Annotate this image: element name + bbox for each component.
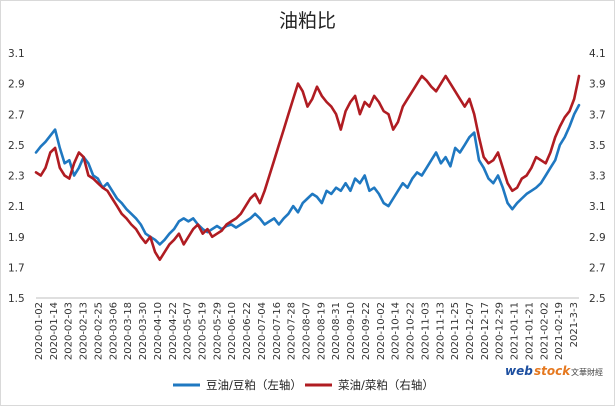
legend-label-1: 豆油/豆粕（左轴） <box>206 378 302 392</box>
y-right-tick-label: 3.3 <box>589 171 606 183</box>
x-tick-label: 2020-04-22 <box>168 302 179 360</box>
y-left-tick-label: 1.9 <box>8 232 25 244</box>
x-tick-label: 2020-01-02 <box>34 302 45 360</box>
y-left-tick-label: 2.7 <box>8 109 25 121</box>
x-tick-label: 2020-02-13 <box>79 302 90 360</box>
x-tick-label: 2020-05-29 <box>212 302 223 360</box>
y-left-tick-label: 2.5 <box>8 140 25 152</box>
x-tick-label: 2020-09-22 <box>361 302 372 360</box>
series-line-2 <box>34 74 581 262</box>
x-tick-label: 2020-05-07 <box>183 302 194 360</box>
chart-axes: 1.5 2.5 1.7 2.7 1.9 2.9 2.1 3.1 2.3 3.3 2.5 3.5 2.7 3… <box>8 48 606 360</box>
y-left-tick-label: 3.1 <box>8 48 25 60</box>
y-right-tick-label: 2.7 <box>589 262 606 274</box>
x-tick-label: 2020-09-10 <box>346 302 357 360</box>
x-tick-label: 2020-07-04 <box>257 302 268 360</box>
webstock-logo: web stock 文華財經 <box>505 364 603 378</box>
x-tick-label: 2020-10-02 <box>376 302 387 360</box>
series-line-1 <box>34 103 581 246</box>
x-tick-label: 2020-07-28 <box>287 302 298 360</box>
x-tick-label: 2020-10-22 <box>406 302 417 360</box>
x-tick-label: 2020-07-16 <box>272 302 283 360</box>
x-tick-label: 2020-06-10 <box>227 302 238 360</box>
x-tick-label: 2021-01-11 <box>510 302 521 360</box>
x-tick-label: 2020-08-07 <box>302 302 313 360</box>
x-tick-label: 2020-06-22 <box>242 302 253 360</box>
x-tick-label: 2020-08-31 <box>331 302 342 360</box>
x-tick-label: 2021-02-02 <box>539 302 550 360</box>
chart-title: 油粕比 <box>278 10 336 32</box>
x-tick-label: 2020-05-19 <box>197 302 208 360</box>
x-tick-label: 2020-11-13 <box>435 302 446 360</box>
x-tick-label: 2021-02-19 <box>554 302 565 360</box>
x-tick-label: 2020-12-17 <box>480 302 491 360</box>
chart-legend: 豆油/豆粕（左轴） 菜油/菜粕（右轴） <box>173 378 434 392</box>
y-left-tick-label: 2.3 <box>8 171 25 183</box>
y-right-tick-label: 3.9 <box>589 79 606 91</box>
x-tick-label: 2020-12-07 <box>465 302 476 360</box>
x-tick-label: 2020-03-06 <box>108 302 119 360</box>
y-right-tick-label: 3.1 <box>589 201 606 213</box>
y-right-tick-label: 3.7 <box>589 109 606 121</box>
x-tick-label: 2020-03-30 <box>138 302 149 360</box>
y-right-tick-label: 3.5 <box>589 140 606 152</box>
legend-label-2: 菜油/菜粕（右轴） <box>338 378 434 392</box>
x-tick-label: 2021-01-21 <box>524 302 535 360</box>
x-tick-label: 2020-12-29 <box>495 302 506 360</box>
y-left-tick-label: 2.1 <box>8 201 25 213</box>
y-left-tick-label: 2.9 <box>8 79 25 91</box>
x-tick-label: 2020-11-25 <box>450 302 461 360</box>
x-tick-label: 2020-08-19 <box>316 302 327 360</box>
y-right-tick-label: 2.9 <box>589 232 606 244</box>
x-tick-label: 2020-11-03 <box>420 302 431 360</box>
x-tick-label: 2020-02-25 <box>93 302 104 360</box>
x-tick-label: 2020-02-03 <box>64 302 75 360</box>
x-tick-label: 2020-10-14 <box>391 302 402 360</box>
x-tick-label: 2020-01-14 <box>49 302 60 360</box>
chart-lines <box>34 74 581 262</box>
y-left-tick-label: 1.5 <box>8 293 25 305</box>
x-tick-label: 2021-3-3 <box>569 302 580 347</box>
x-tick-label: 2020-04-10 <box>153 302 164 360</box>
y-right-tick-label: 2.5 <box>589 293 606 305</box>
x-tick-label: 2020-03-18 <box>123 302 134 360</box>
y-left-tick-label: 1.7 <box>8 262 25 274</box>
y-right-tick-label: 4.1 <box>589 48 606 60</box>
